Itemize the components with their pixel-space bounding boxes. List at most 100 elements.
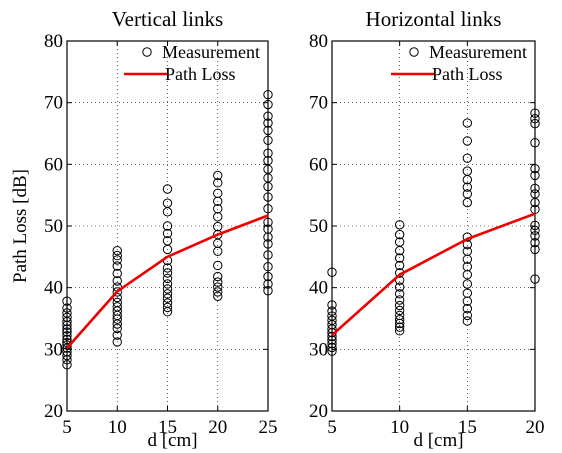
measurement-point <box>263 250 273 260</box>
measurement-point <box>162 263 173 273</box>
measurement-point <box>162 207 173 217</box>
measurement-point <box>530 231 540 241</box>
measurement-point <box>112 276 122 286</box>
measurement-point <box>162 284 173 294</box>
x-tick-label: 15 <box>158 417 177 438</box>
measurement-point <box>530 225 540 236</box>
measurement-point <box>462 246 473 256</box>
measurement-point <box>530 163 540 174</box>
measurement-point <box>530 274 540 284</box>
measurement-point <box>62 360 72 370</box>
y-tick-label: 20 <box>309 401 328 422</box>
measurement-point <box>162 221 173 231</box>
legend-label-path-loss: Path Loss <box>432 64 503 84</box>
measurement-point <box>213 221 223 232</box>
measurement-point <box>530 170 540 181</box>
measurement-point <box>462 166 473 176</box>
x-axis-label: d [cm] <box>147 430 197 451</box>
measurement-point <box>462 288 473 298</box>
measurement-point <box>530 237 540 248</box>
legend-marker-measurement <box>409 47 419 57</box>
y-tick-label: 30 <box>44 339 63 360</box>
measurement-point <box>327 335 337 345</box>
measurement-point <box>462 279 473 289</box>
measurement-point <box>62 303 72 313</box>
measurement-point <box>327 300 337 310</box>
measurement-point <box>162 293 173 303</box>
measurement-point <box>327 346 337 356</box>
measurement-point <box>327 306 337 316</box>
measurement-point <box>263 279 273 289</box>
measurement-point <box>263 118 273 128</box>
measurement-point <box>263 286 273 296</box>
measurement-point <box>112 287 122 297</box>
measurement-point <box>394 253 405 263</box>
measurement-point <box>213 178 223 188</box>
x-tick-label: 15 <box>458 417 477 438</box>
measurement-point <box>394 289 405 299</box>
measurement-point <box>530 204 540 215</box>
chart-title: Vertical links <box>112 7 223 31</box>
plot-frame <box>66 40 269 412</box>
legend-label-measurement: Measurement <box>162 42 260 62</box>
y-tick-label: 40 <box>309 278 328 299</box>
measurement-point <box>462 262 473 272</box>
measurement-point <box>112 250 122 261</box>
path-loss-line <box>331 212 536 337</box>
measurement-point <box>62 350 72 361</box>
measurement-point <box>462 136 473 146</box>
x-tick-label: 20 <box>526 417 545 438</box>
y-tick-label: 30 <box>309 339 328 360</box>
measurement-point <box>394 300 405 311</box>
measurement-point <box>394 322 405 332</box>
x-tick-label: 20 <box>208 417 227 438</box>
measurement-point <box>327 267 337 277</box>
y-tick-label: 70 <box>309 93 328 114</box>
measurement-point <box>462 310 473 321</box>
measurement-point <box>327 339 337 349</box>
measurement-point <box>327 331 337 342</box>
measurement-point <box>213 238 223 248</box>
y-tick-label: 60 <box>44 154 63 175</box>
measurement-point <box>263 99 273 110</box>
measurement-point <box>530 189 540 199</box>
y-tick-label: 70 <box>44 93 63 114</box>
measurement-point <box>112 261 122 271</box>
measurement-point <box>112 268 122 279</box>
measurement-point <box>462 182 473 192</box>
measurement-point <box>394 260 405 271</box>
measurement-point <box>162 302 173 313</box>
measurement-point <box>263 89 273 100</box>
path-loss-line <box>66 214 269 349</box>
measurement-point <box>62 334 72 345</box>
measurement-point <box>112 337 122 347</box>
measurement-point <box>530 108 540 118</box>
measurement-point <box>530 118 540 129</box>
legend-marker-measurement <box>142 47 152 57</box>
y-tick-label: 20 <box>44 401 63 422</box>
measurement-point <box>263 135 273 145</box>
x-tick-label: 10 <box>108 417 127 438</box>
measurement-point <box>394 305 405 316</box>
measurement-point <box>213 204 223 214</box>
y-tick-label: 80 <box>309 31 328 52</box>
y-tick-label: 80 <box>44 31 63 52</box>
y-tick-label: 50 <box>44 216 63 237</box>
measurement-point <box>62 296 72 306</box>
measurement-point <box>213 282 223 292</box>
measurement-point <box>112 314 122 324</box>
measurement-point <box>394 220 405 230</box>
chart-panel-1: 5 10 15 20 25 20 30 40 50 60 70 80 Vertical links d [… <box>10 7 278 451</box>
measurement-point <box>62 327 72 337</box>
measurement-series <box>62 89 273 370</box>
measurement-point <box>263 204 273 214</box>
measurement-point <box>213 246 223 256</box>
x-tick-label: 25 <box>259 417 278 438</box>
measurement-point <box>162 298 173 308</box>
y-axis-label: Path Loss [dB] <box>10 169 31 283</box>
measurement-point <box>162 228 173 239</box>
measurement-point <box>394 282 405 292</box>
y-tick-label: 40 <box>44 278 63 299</box>
